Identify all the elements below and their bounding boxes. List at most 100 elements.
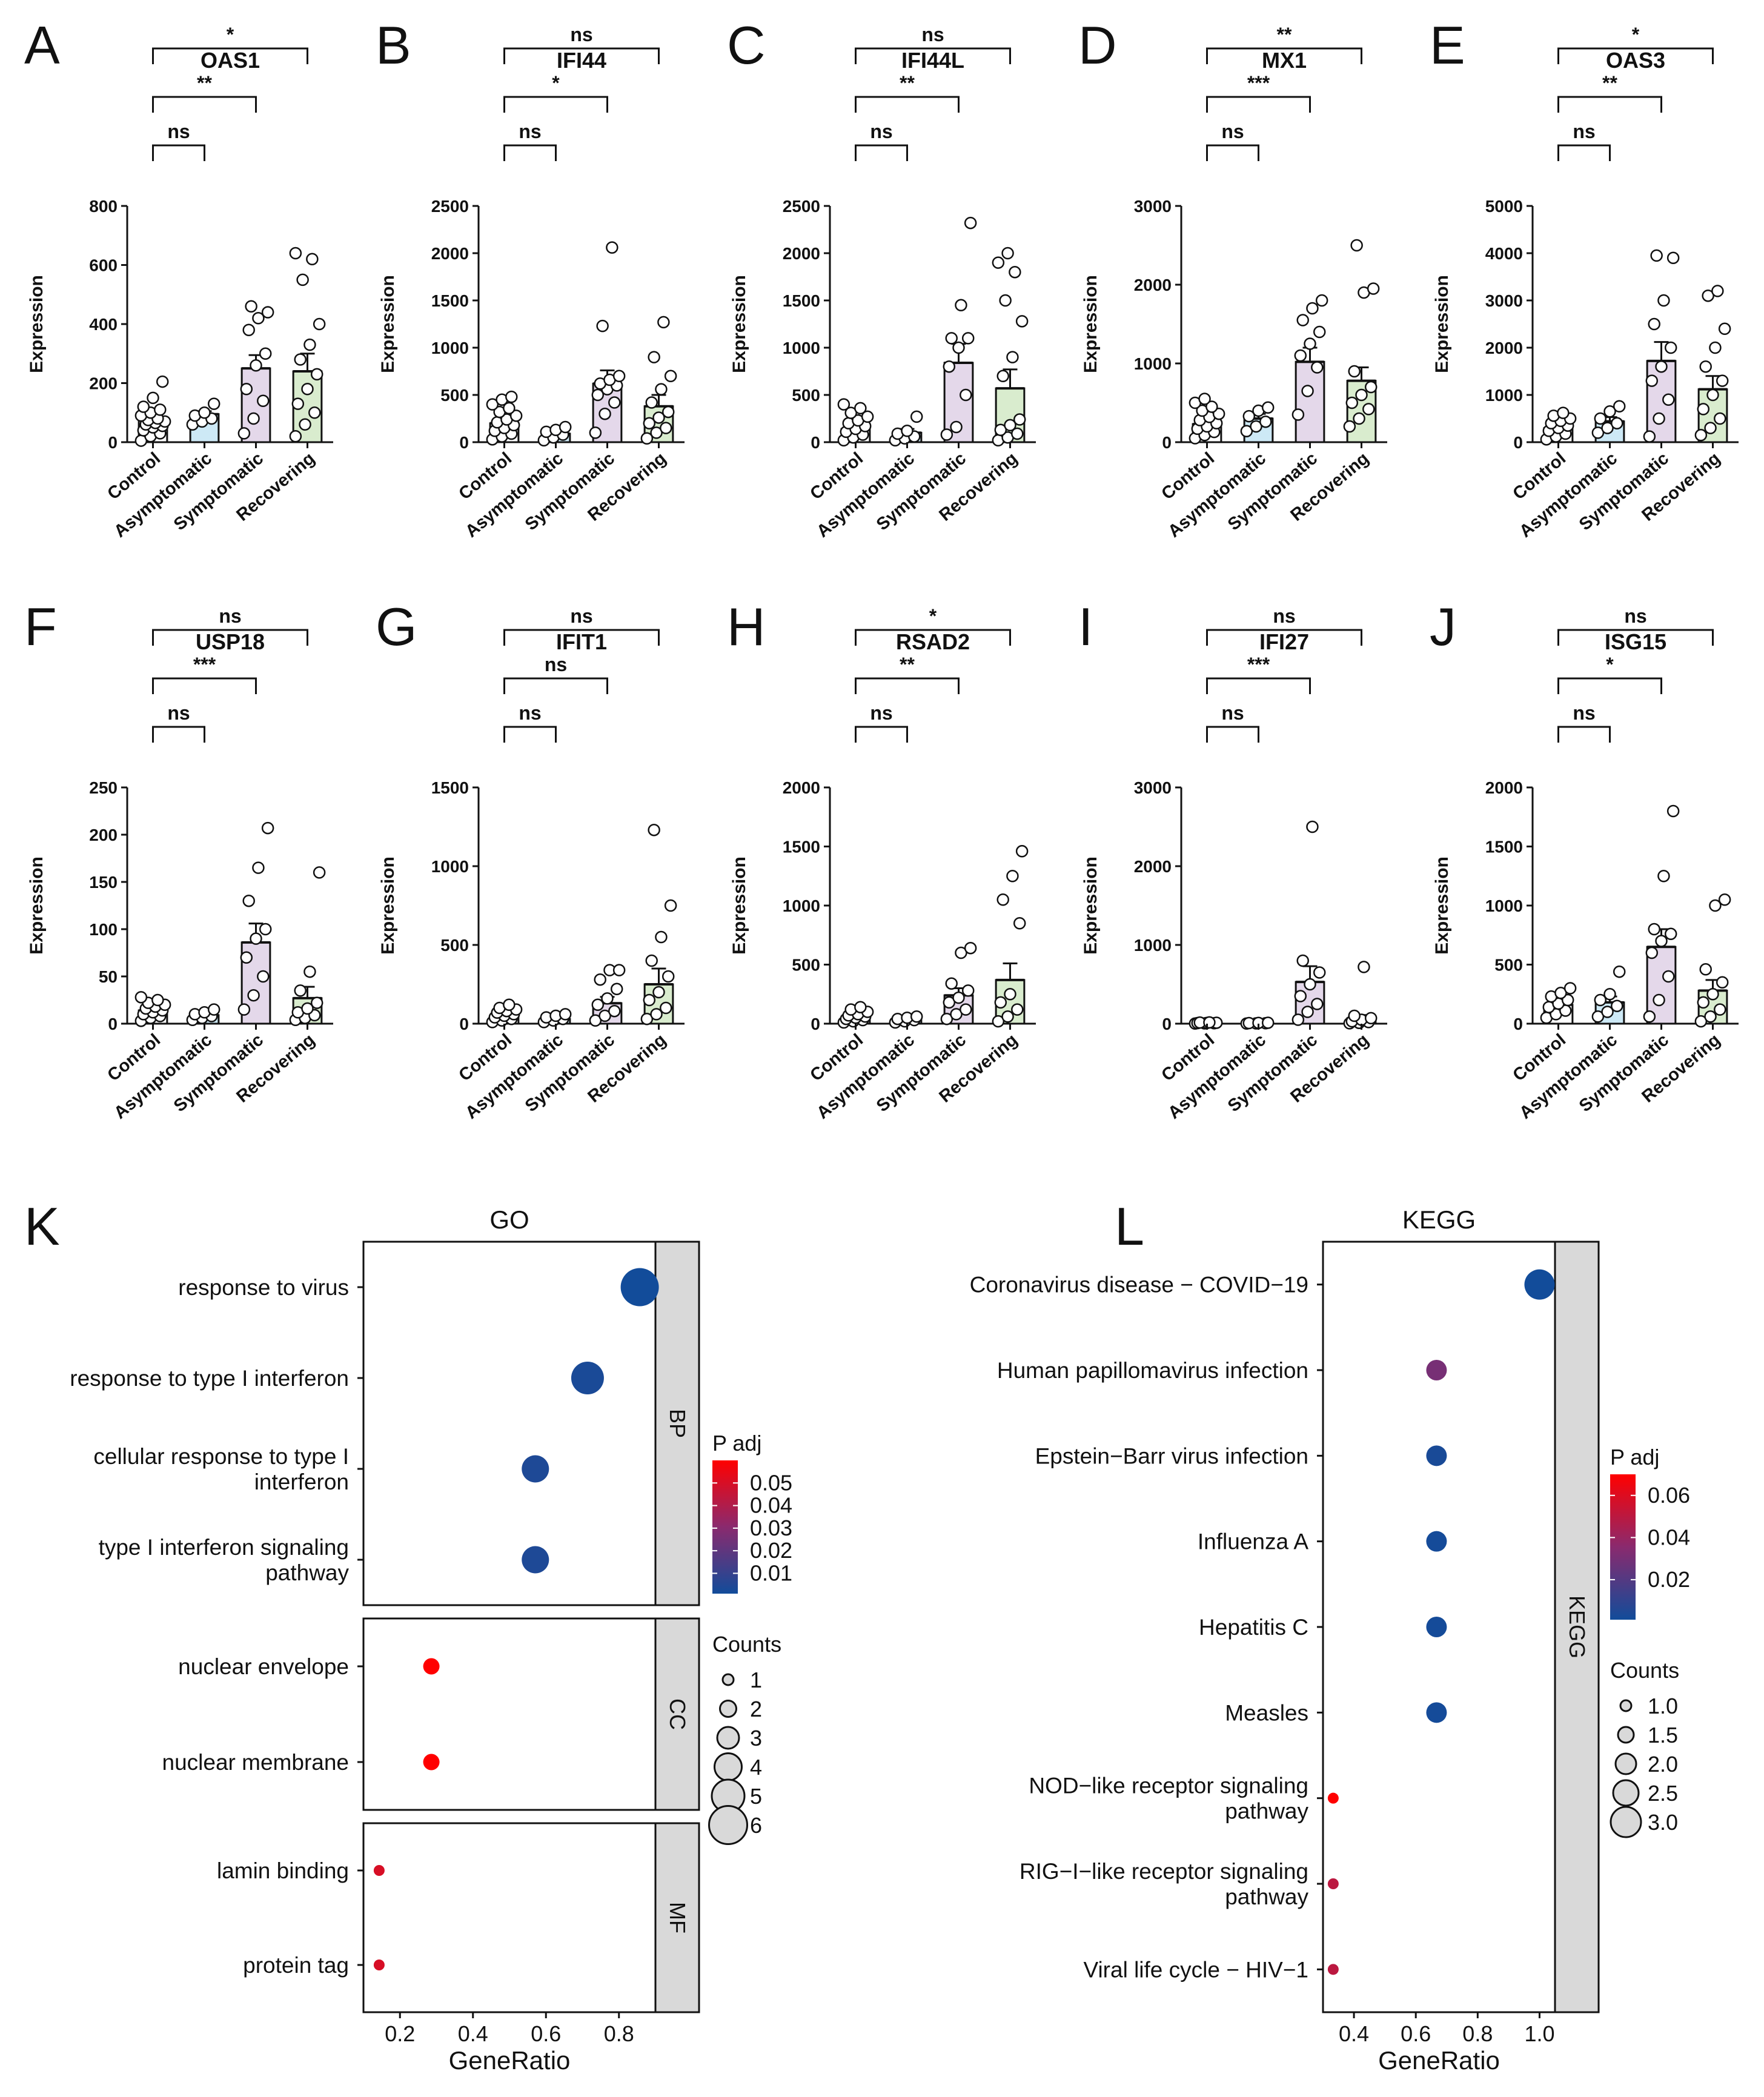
data-point xyxy=(1664,927,1677,941)
data-point xyxy=(559,420,572,434)
y-axis-label: Expression xyxy=(729,275,749,373)
data-point xyxy=(1348,365,1361,378)
facet-panel xyxy=(362,1617,657,1811)
enrichment-dot xyxy=(373,1865,385,1876)
data-point xyxy=(657,316,670,329)
significance-label: ns xyxy=(570,24,592,45)
y-tick-label: 50 xyxy=(99,967,118,986)
enrichment-dot xyxy=(1524,1269,1555,1300)
data-point xyxy=(237,1003,251,1016)
y-tick-label: 2000 xyxy=(1485,778,1523,797)
data-point xyxy=(1699,360,1712,373)
data-point xyxy=(313,317,326,331)
y-tick-label: 500 xyxy=(440,386,469,405)
size-legend-dot xyxy=(1619,1699,1633,1712)
y-tick-label: 1000 xyxy=(1134,354,1172,373)
significance-label: * xyxy=(552,72,560,94)
data-point xyxy=(301,383,314,396)
size-legend-dot xyxy=(721,1673,735,1686)
data-point xyxy=(608,396,621,409)
data-point xyxy=(1563,982,1577,995)
panel-letter: D xyxy=(1078,15,1117,75)
data-point xyxy=(247,412,260,425)
significance-bracket xyxy=(1557,629,1714,646)
facet-strip xyxy=(654,1822,700,2013)
data-point xyxy=(1001,1010,1014,1023)
data-point xyxy=(137,400,150,413)
facet-strip xyxy=(654,1241,700,1606)
data-point xyxy=(910,410,923,423)
data-point xyxy=(612,964,626,976)
significance-label: *** xyxy=(1247,72,1270,94)
data-point xyxy=(207,397,220,410)
data-point xyxy=(1292,1013,1305,1026)
data-point xyxy=(837,398,850,411)
data-point xyxy=(1362,403,1375,416)
data-point xyxy=(591,388,605,402)
data-point xyxy=(1594,412,1607,425)
size-legend-dot xyxy=(708,1805,748,1845)
gene-title: OAS3 xyxy=(1606,48,1665,73)
y-tick-label: 600 xyxy=(89,256,118,275)
data-point xyxy=(1711,285,1724,297)
enrichment-dot xyxy=(1426,1702,1447,1723)
y-tick-label: 250 xyxy=(89,778,118,797)
panel-letter: J xyxy=(1430,597,1456,657)
enrichment-dot xyxy=(1327,1792,1339,1804)
panel-letter: A xyxy=(24,15,60,75)
data-point xyxy=(945,977,958,990)
x-tick-label: 0.4 xyxy=(458,2021,488,2046)
data-point xyxy=(303,338,316,351)
significance-label: ** xyxy=(197,72,212,94)
data-point xyxy=(134,991,148,1004)
data-point xyxy=(1313,325,1326,339)
y-tick-label: 5000 xyxy=(1485,197,1523,216)
data-point xyxy=(1716,374,1729,387)
data-point xyxy=(1315,294,1328,307)
enrichment-dot xyxy=(1327,1964,1339,1975)
data-point xyxy=(1004,988,1016,1001)
x-tick-label: 1.0 xyxy=(1524,2021,1554,2046)
bar-panel-i: I IFI270100020003000ExpressionControlAsym… xyxy=(1078,597,1387,1123)
data-point xyxy=(250,359,262,372)
significance-bracket xyxy=(1206,96,1311,113)
significance-bracket xyxy=(503,96,608,113)
y-tick-label: 1500 xyxy=(783,291,820,310)
x-axis-label: GeneRatio xyxy=(1378,2046,1500,2075)
y-axis-label: Expression xyxy=(1432,856,1452,955)
y-tick-label: 0 xyxy=(1162,433,1172,452)
data-point xyxy=(645,396,658,409)
size-legend-dot xyxy=(1612,1779,1640,1807)
data-point xyxy=(1004,419,1016,432)
y-tick-label: 100 xyxy=(89,920,118,939)
data-point xyxy=(952,341,965,354)
bar-panel-h: H RSAD20500100015002000ExpressionControlA… xyxy=(727,597,1036,1123)
data-point xyxy=(1650,249,1663,262)
significance-label: ** xyxy=(900,72,915,94)
significance-label: ns xyxy=(1221,702,1244,724)
significance-bracket xyxy=(503,726,557,743)
data-point xyxy=(992,256,1005,269)
data-point xyxy=(289,247,302,260)
data-point xyxy=(1261,401,1275,414)
y-tick-label: 3000 xyxy=(1134,197,1172,216)
y-tick-label: 0 xyxy=(459,433,469,452)
size-legend-dot xyxy=(716,1726,740,1750)
y-axis-label: Expression xyxy=(27,275,47,373)
x-category-label: Symptomatic xyxy=(522,449,618,535)
data-point xyxy=(608,1004,621,1018)
data-point xyxy=(1709,341,1722,354)
significance-bracket xyxy=(1557,96,1662,113)
data-point xyxy=(1653,412,1665,425)
data-point xyxy=(955,299,967,312)
data-point xyxy=(306,253,319,265)
term-label: Influenza A xyxy=(1198,1529,1308,1554)
data-point xyxy=(612,369,626,383)
data-point xyxy=(261,821,274,835)
color-legend-label: 0.04 xyxy=(750,1493,792,1518)
data-point xyxy=(1364,380,1378,394)
data-point xyxy=(503,402,516,415)
term-label: Hepatitis C xyxy=(1199,1615,1308,1640)
bar-panel-b: B IFI4405001000150020002500ExpressionCont… xyxy=(376,15,685,542)
color-legend-title: P adj xyxy=(712,1431,761,1456)
